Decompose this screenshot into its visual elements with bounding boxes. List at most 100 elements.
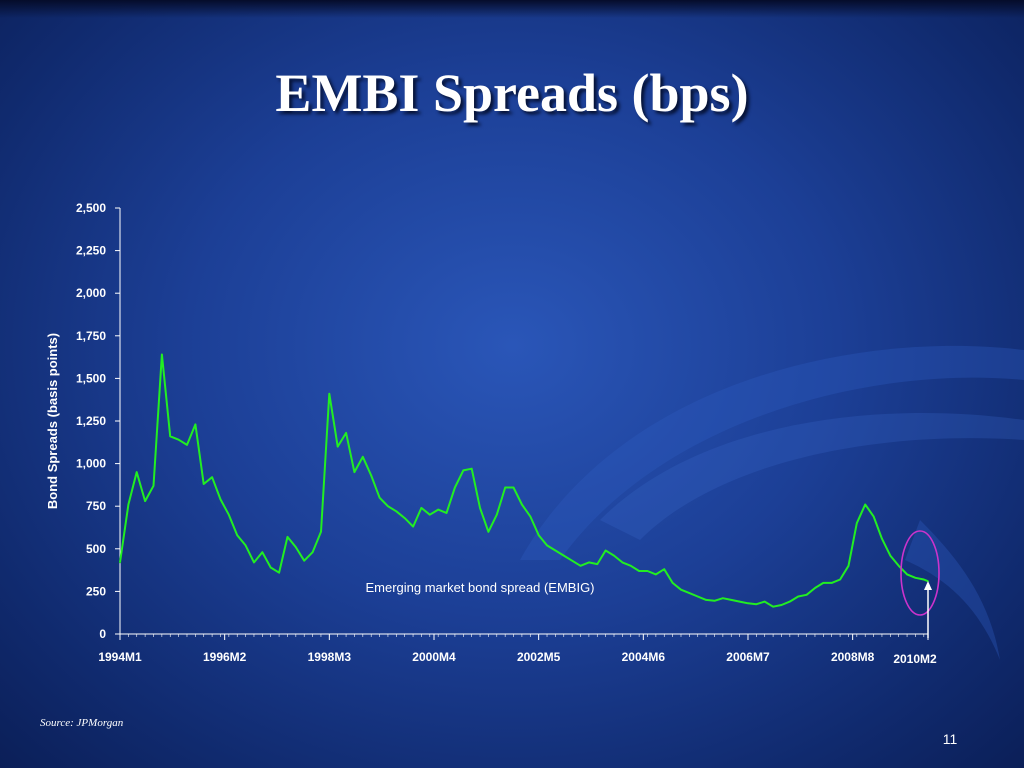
data-point [755,603,758,605]
data-point [336,445,339,448]
source-note: Source: JPMorgan [40,717,124,729]
data-point [688,592,691,594]
data-point [856,522,858,524]
x-axis: 1994M1 1996M2 1998M3 2000M4 2002M5 2004M6 2006… [98,633,937,666]
x-tick-label: 2004M6 [622,650,666,664]
y-tick-label: 250 [86,584,106,598]
data-point [680,588,682,591]
data-point [546,544,548,547]
data-point [353,471,356,473]
data-point [395,510,398,513]
data-point [897,565,900,567]
data-point [144,500,146,502]
y-tick-label: 1,750 [76,329,106,343]
data-point [889,554,892,557]
data-point [923,578,925,581]
slide-number: 11 [942,731,958,747]
data-point [646,570,649,572]
data-point [504,486,507,489]
data-point [269,566,272,569]
data-point [403,517,406,519]
data-point [797,595,799,598]
data-point [747,602,749,605]
data-point [470,467,473,470]
data-point [571,559,573,562]
data-point [278,571,280,574]
data-point [345,432,347,434]
data-point [914,577,917,579]
data-point [412,525,414,528]
slide-title: EMBI Spreads (bps) [275,63,749,123]
data-point [119,561,121,564]
data-point [671,582,674,584]
data-point [286,536,289,538]
y-tick-label: 0 [99,627,106,641]
y-tick-label: 1,500 [76,371,106,385]
data-point [387,505,389,508]
data-point [579,565,582,567]
data-point [445,512,448,514]
data-point [370,474,373,477]
data-point [261,551,264,553]
y-tick-label: 2,250 [76,244,106,258]
data-point [621,561,624,564]
series-line-embig [119,353,929,608]
data-point [437,508,440,511]
data-point [830,582,833,584]
x-tick-label: 2008M8 [831,650,875,664]
y-tick-label: 1,250 [76,414,106,428]
data-point [253,561,255,564]
data-point [730,599,732,601]
series-annotation: Emerging market bond spread (EMBIG) [365,580,594,595]
data-point [295,546,297,548]
x-tick-label: 1996M2 [203,650,247,664]
data-point [236,534,238,536]
data-point [169,435,171,438]
x-tick-label: 2010M2 [893,652,937,666]
data-point [512,486,515,489]
data-point [328,392,331,395]
data-point [588,561,590,564]
data-point [429,513,431,516]
highlight-circle [900,530,940,616]
data-point [814,587,816,589]
data-point [847,565,850,567]
x-tick-label: 1994M1 [98,650,142,664]
data-point [135,471,138,473]
data-point [722,597,724,599]
data-point [152,485,155,487]
data-point [186,444,188,446]
data-point [177,438,180,441]
series-layer [119,353,929,608]
data-point [521,503,523,506]
x-tick-label: 2000M4 [412,650,456,664]
data-point [613,554,615,557]
x-tick-label: 2006M7 [726,650,770,664]
data-point [563,554,565,557]
data-point [320,531,322,533]
data-point [219,498,222,501]
data-point [496,513,498,516]
data-point [630,565,632,567]
data-point [805,594,808,596]
data-point [713,600,716,602]
data-point [554,549,557,552]
data-point [537,534,540,536]
y-tick-label: 2,500 [76,201,106,215]
data-point [194,423,197,426]
data-point [780,604,783,606]
top-band [0,0,1024,18]
data-point [596,563,599,565]
data-point [604,549,607,552]
y-tick-label: 2,000 [76,286,106,300]
data-point [822,582,825,584]
data-point [211,476,213,479]
y-tick-label: 500 [86,542,106,556]
data-point [420,507,423,509]
data-point [872,515,875,518]
data-point [738,600,741,603]
data-point [311,551,314,553]
data-point [789,600,791,603]
data-point [161,353,163,356]
